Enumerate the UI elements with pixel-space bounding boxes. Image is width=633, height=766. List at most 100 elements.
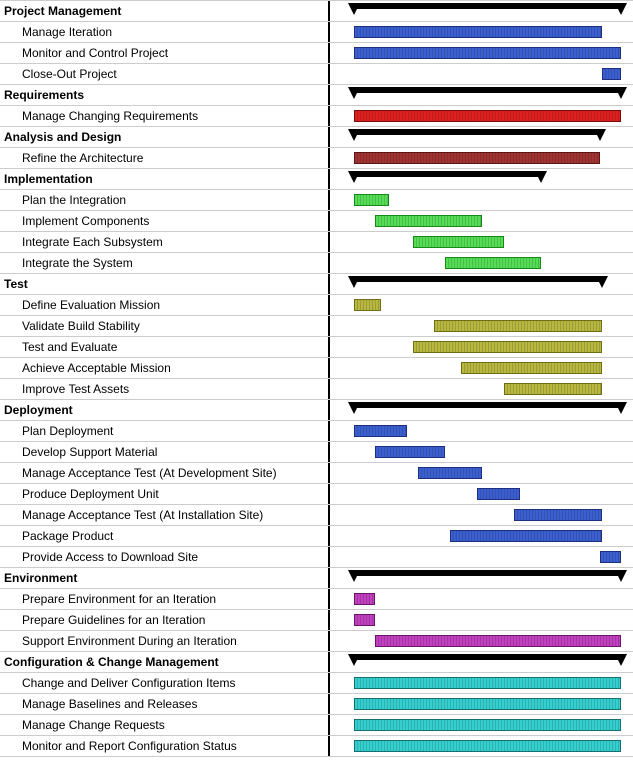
task-label: Produce Deployment Unit bbox=[0, 484, 330, 504]
task-label: Manage Acceptance Test (At Installation … bbox=[0, 505, 330, 525]
task-bar bbox=[354, 47, 621, 59]
phase-row: Configuration & Change Management bbox=[0, 652, 633, 673]
task-bar-cell bbox=[330, 106, 633, 126]
phase-row: Environment bbox=[0, 568, 633, 589]
phase-bar-cell bbox=[330, 400, 633, 420]
phase-label: Project Management bbox=[0, 1, 330, 21]
task-row: Integrate Each Subsystem bbox=[0, 232, 633, 253]
phase-bar-cell bbox=[330, 127, 633, 147]
task-row: Integrate the System bbox=[0, 253, 633, 274]
task-label: Test and Evaluate bbox=[0, 337, 330, 357]
task-bar bbox=[434, 320, 602, 332]
task-row: Test and Evaluate bbox=[0, 337, 633, 358]
task-bar bbox=[354, 26, 602, 38]
task-label: Manage Iteration bbox=[0, 22, 330, 42]
phase-row: Test bbox=[0, 274, 633, 295]
task-row: Improve Test Assets bbox=[0, 379, 633, 400]
task-bar bbox=[445, 257, 541, 269]
task-row: Close-Out Project bbox=[0, 64, 633, 85]
task-bar bbox=[375, 215, 482, 227]
task-bar bbox=[413, 236, 504, 248]
task-bar bbox=[375, 446, 444, 458]
task-label: Validate Build Stability bbox=[0, 316, 330, 336]
task-label: Integrate the System bbox=[0, 253, 330, 273]
task-label: Implement Components bbox=[0, 211, 330, 231]
task-bar bbox=[450, 530, 602, 542]
task-bar-cell bbox=[330, 43, 633, 63]
phase-row: Analysis and Design bbox=[0, 127, 633, 148]
task-row: Manage Acceptance Test (At Development S… bbox=[0, 463, 633, 484]
task-label: Monitor and Control Project bbox=[0, 43, 330, 63]
summary-bar bbox=[354, 171, 541, 177]
task-bar bbox=[461, 362, 603, 374]
summary-bar bbox=[354, 570, 621, 576]
task-bar-cell bbox=[330, 589, 633, 609]
task-label: Prepare Guidelines for an Iteration bbox=[0, 610, 330, 630]
task-bar bbox=[354, 110, 621, 122]
task-bar-cell bbox=[330, 505, 633, 525]
summary-bar bbox=[354, 654, 621, 660]
phase-row: Implementation bbox=[0, 169, 633, 190]
task-row: Validate Build Stability bbox=[0, 316, 633, 337]
summary-bar bbox=[354, 3, 621, 9]
task-row: Support Environment During an Iteration bbox=[0, 631, 633, 652]
task-bar-cell bbox=[330, 526, 633, 546]
task-row: Achieve Acceptable Mission bbox=[0, 358, 633, 379]
task-bar-cell bbox=[330, 442, 633, 462]
task-bar bbox=[354, 299, 381, 311]
task-bar-cell bbox=[330, 694, 633, 714]
task-label: Integrate Each Subsystem bbox=[0, 232, 330, 252]
task-row: Change and Deliver Configuration Items bbox=[0, 673, 633, 694]
task-row: Manage Change Requests bbox=[0, 715, 633, 736]
task-bar-cell bbox=[330, 547, 633, 567]
task-bar-cell bbox=[330, 484, 633, 504]
task-bar bbox=[354, 740, 621, 752]
task-bar bbox=[354, 677, 621, 689]
task-label: Package Product bbox=[0, 526, 330, 546]
task-bar bbox=[477, 488, 520, 500]
task-bar-cell bbox=[330, 421, 633, 441]
phase-label: Requirements bbox=[0, 85, 330, 105]
task-bar bbox=[354, 593, 375, 605]
task-bar-cell bbox=[330, 148, 633, 168]
task-label: Manage Baselines and Releases bbox=[0, 694, 330, 714]
task-row: Implement Components bbox=[0, 211, 633, 232]
phase-label: Test bbox=[0, 274, 330, 294]
task-bar bbox=[375, 635, 621, 647]
summary-bar bbox=[354, 87, 621, 93]
task-bar-cell bbox=[330, 253, 633, 273]
task-bar bbox=[602, 68, 621, 80]
task-bar-cell bbox=[330, 64, 633, 84]
task-row: Plan Deployment bbox=[0, 421, 633, 442]
task-label: Support Environment During an Iteration bbox=[0, 631, 330, 651]
task-label: Prepare Environment for an Iteration bbox=[0, 589, 330, 609]
task-label: Monitor and Report Configuration Status bbox=[0, 736, 330, 756]
task-row: Manage Iteration bbox=[0, 22, 633, 43]
task-bar-cell bbox=[330, 610, 633, 630]
task-bar bbox=[354, 194, 389, 206]
task-bar bbox=[413, 341, 603, 353]
task-label: Refine the Architecture bbox=[0, 148, 330, 168]
task-bar bbox=[354, 425, 407, 437]
task-label: Develop Support Material bbox=[0, 442, 330, 462]
phase-row: Project Management bbox=[0, 1, 633, 22]
phase-label: Implementation bbox=[0, 169, 330, 189]
task-bar bbox=[354, 614, 375, 626]
task-bar-cell bbox=[330, 631, 633, 651]
task-row: Produce Deployment Unit bbox=[0, 484, 633, 505]
phase-label: Configuration & Change Management bbox=[0, 652, 330, 672]
task-bar-cell bbox=[330, 736, 633, 756]
phase-row: Requirements bbox=[0, 85, 633, 106]
task-label: Achieve Acceptable Mission bbox=[0, 358, 330, 378]
summary-bar bbox=[354, 129, 600, 135]
task-bar bbox=[354, 152, 600, 164]
task-row: Manage Baselines and Releases bbox=[0, 694, 633, 715]
task-bar-cell bbox=[330, 463, 633, 483]
task-bar bbox=[600, 551, 621, 563]
task-bar-cell bbox=[330, 673, 633, 693]
task-bar-cell bbox=[330, 295, 633, 315]
task-bar-cell bbox=[330, 22, 633, 42]
phase-bar-cell bbox=[330, 652, 633, 672]
task-row: Prepare Guidelines for an Iteration bbox=[0, 610, 633, 631]
task-label: Manage Change Requests bbox=[0, 715, 330, 735]
